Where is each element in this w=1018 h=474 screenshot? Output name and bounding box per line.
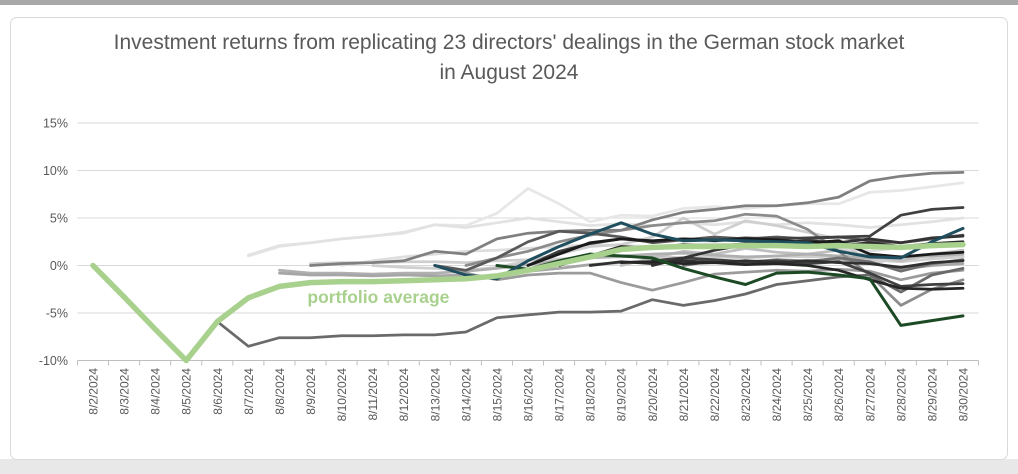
x-tick-label: 8/30/2024 — [957, 368, 971, 422]
y-tick-label: 5% — [50, 212, 68, 226]
x-tick-label: 8/5/2024 — [180, 368, 194, 415]
x-tick-label: 8/11/2024 — [366, 368, 380, 421]
x-tick-label: 8/9/2024 — [304, 368, 318, 415]
x-tick-label: 8/15/2024 — [490, 368, 504, 422]
top-window-edge — [0, 0, 1018, 5]
x-tick-label: 8/8/2024 — [273, 368, 287, 415]
x-tick-label: 8/7/2024 — [242, 368, 256, 415]
x-tick-label: 8/25/2024 — [801, 368, 815, 422]
x-tick-label: 8/4/2024 — [149, 368, 163, 415]
x-tick-label: 8/18/2024 — [584, 368, 598, 422]
x-tick-label: 8/23/2024 — [739, 368, 753, 422]
series-line-director-10 — [464, 212, 965, 307]
series-line-director-12 — [215, 267, 965, 348]
x-tick-label: 8/2/2024 — [87, 368, 101, 415]
y-tick-label: 0% — [50, 259, 68, 273]
series-line-director-17 — [650, 234, 965, 267]
x-tick-label: 8/6/2024 — [211, 368, 225, 415]
x-tick-label: 8/14/2024 — [459, 368, 473, 422]
background-below-chart — [0, 459, 1018, 474]
series-line-director-11 — [309, 171, 965, 267]
y-tick-label: 10% — [43, 164, 68, 178]
series-line-director-9 — [433, 264, 965, 292]
x-tick-label: 8/27/2024 — [863, 368, 877, 422]
x-tick-label: 8/28/2024 — [894, 368, 908, 422]
y-tick-label: -5% — [46, 307, 68, 321]
x-tick-label: 8/16/2024 — [522, 368, 536, 422]
x-tick-label: 8/13/2024 — [428, 368, 442, 422]
x-tick-label: 8/26/2024 — [832, 368, 846, 422]
x-tick-label: 8/17/2024 — [553, 368, 567, 422]
chart-title: Investment returns from replicating 23 d… — [113, 31, 905, 84]
x-tick-label: 8/29/2024 — [925, 368, 939, 422]
portfolio-average-label: portfolio average — [307, 287, 449, 307]
series-line-director-23 — [433, 221, 965, 281]
x-tick-label: 8/20/2024 — [646, 368, 660, 422]
series-line-director-16 — [650, 256, 965, 288]
x-tick-label: 8/24/2024 — [770, 368, 784, 422]
x-tick-label: 8/19/2024 — [615, 368, 629, 422]
series-line-director-20 — [619, 260, 965, 291]
y-tick-label: 15% — [43, 117, 68, 131]
x-tick-label: 8/10/2024 — [335, 368, 349, 422]
series-line-director-2 — [247, 216, 965, 257]
series-line-portfolio-average — [90, 241, 966, 364]
y-tick-label: -10% — [39, 354, 68, 368]
series-line-director-21 — [526, 237, 965, 267]
x-tick-label: 8/21/2024 — [677, 368, 691, 422]
x-tick-label: 8/3/2024 — [118, 368, 132, 415]
x-tick-label: 8/22/2024 — [708, 368, 722, 422]
x-tick-label: 8/12/2024 — [397, 368, 411, 422]
